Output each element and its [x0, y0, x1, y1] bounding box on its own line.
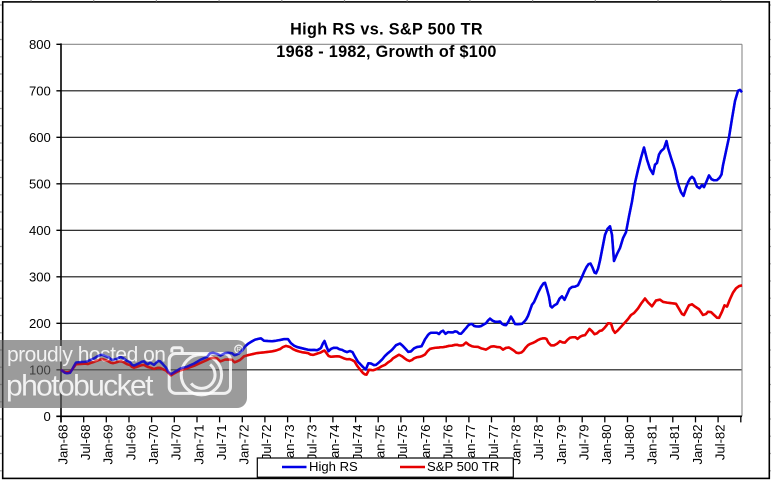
svg-text:Jan-78: Jan-78	[509, 425, 524, 465]
svg-text:400: 400	[29, 223, 51, 238]
svg-text:High RS vs. S&P 500 TR: High RS vs. S&P 500 TR	[290, 20, 483, 38]
svg-text:700: 700	[29, 83, 51, 98]
svg-text:Jul-70: Jul-70	[169, 425, 184, 461]
svg-text:800: 800	[29, 37, 51, 52]
svg-text:Jul-81: Jul-81	[667, 425, 682, 461]
svg-text:1968 - 1982, Growth of $100: 1968 - 1982, Growth of $100	[276, 43, 496, 61]
svg-text:High RS: High RS	[309, 459, 358, 474]
svg-text:300: 300	[29, 269, 51, 284]
svg-text:500: 500	[29, 176, 51, 191]
svg-text:R: R	[236, 347, 241, 354]
svg-text:Jul-79: Jul-79	[577, 425, 592, 461]
svg-text:Jan-81: Jan-81	[645, 425, 660, 465]
svg-text:Jul-68: Jul-68	[78, 425, 93, 461]
svg-text:Jul-72: Jul-72	[259, 425, 274, 461]
svg-text:Jan-79: Jan-79	[554, 425, 569, 465]
svg-text:Jan-76: Jan-76	[418, 425, 433, 465]
svg-text:0: 0	[44, 409, 51, 424]
svg-text:Jul-73: Jul-73	[305, 425, 320, 461]
svg-text:Jul-71: Jul-71	[214, 425, 229, 461]
svg-text:Jul-75: Jul-75	[395, 425, 410, 461]
svg-text:Jan-71: Jan-71	[191, 425, 206, 465]
svg-text:Jul-77: Jul-77	[486, 425, 501, 461]
svg-text:Jul-69: Jul-69	[123, 425, 138, 461]
svg-text:Jan-73: Jan-73	[282, 425, 297, 465]
svg-text:Jan-68: Jan-68	[55, 425, 70, 465]
svg-text:Jul-82: Jul-82	[712, 425, 727, 461]
svg-text:Jul-80: Jul-80	[622, 425, 637, 461]
svg-text:Jan-72: Jan-72	[237, 425, 252, 465]
svg-text:photobucket: photobucket	[6, 369, 154, 402]
svg-text:Jul-76: Jul-76	[441, 425, 456, 461]
svg-text:Jan-80: Jan-80	[599, 425, 614, 465]
svg-text:600: 600	[29, 130, 51, 145]
svg-text:Jan-69: Jan-69	[101, 425, 116, 465]
svg-text:Jan-82: Jan-82	[690, 425, 705, 465]
svg-text:200: 200	[29, 316, 51, 331]
svg-text:Jan-77: Jan-77	[463, 425, 478, 465]
svg-text:Jan-70: Jan-70	[146, 425, 161, 465]
svg-text:Jan-74: Jan-74	[327, 425, 342, 465]
svg-text:Jul-78: Jul-78	[531, 425, 546, 461]
svg-text:Jul-74: Jul-74	[350, 425, 365, 461]
svg-text:S&P 500 TR: S&P 500 TR	[427, 459, 499, 474]
svg-text:Jan-75: Jan-75	[373, 425, 388, 465]
